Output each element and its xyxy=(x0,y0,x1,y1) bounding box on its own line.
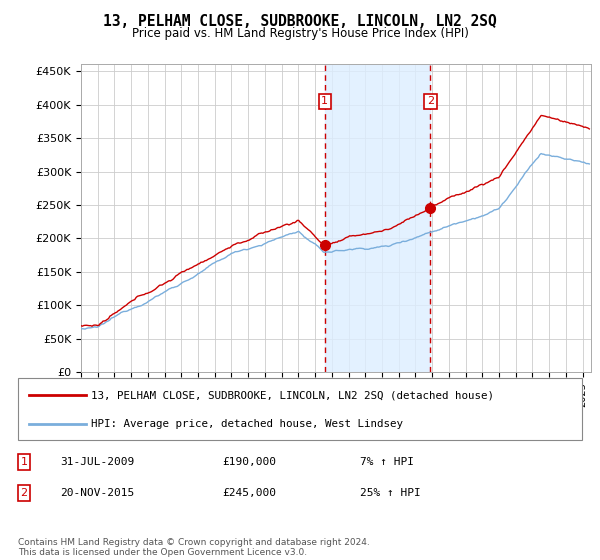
Text: £190,000: £190,000 xyxy=(222,457,276,467)
Text: 25% ↑ HPI: 25% ↑ HPI xyxy=(360,488,421,498)
Text: 2: 2 xyxy=(427,96,434,106)
Text: 7% ↑ HPI: 7% ↑ HPI xyxy=(360,457,414,467)
FancyBboxPatch shape xyxy=(18,378,582,440)
Text: Price paid vs. HM Land Registry's House Price Index (HPI): Price paid vs. HM Land Registry's House … xyxy=(131,27,469,40)
Text: 13, PELHAM CLOSE, SUDBROOKE, LINCOLN, LN2 2SQ (detached house): 13, PELHAM CLOSE, SUDBROOKE, LINCOLN, LN… xyxy=(91,390,494,400)
Text: Contains HM Land Registry data © Crown copyright and database right 2024.
This d: Contains HM Land Registry data © Crown c… xyxy=(18,538,370,557)
Text: 2: 2 xyxy=(20,488,28,498)
Text: HPI: Average price, detached house, West Lindsey: HPI: Average price, detached house, West… xyxy=(91,419,403,429)
Text: 31-JUL-2009: 31-JUL-2009 xyxy=(60,457,134,467)
Text: 13, PELHAM CLOSE, SUDBROOKE, LINCOLN, LN2 2SQ: 13, PELHAM CLOSE, SUDBROOKE, LINCOLN, LN… xyxy=(103,14,497,29)
Bar xyxy=(325,64,430,372)
Text: 1: 1 xyxy=(20,457,28,467)
Text: 20-NOV-2015: 20-NOV-2015 xyxy=(60,488,134,498)
Text: 1: 1 xyxy=(321,96,328,106)
Text: £245,000: £245,000 xyxy=(222,488,276,498)
